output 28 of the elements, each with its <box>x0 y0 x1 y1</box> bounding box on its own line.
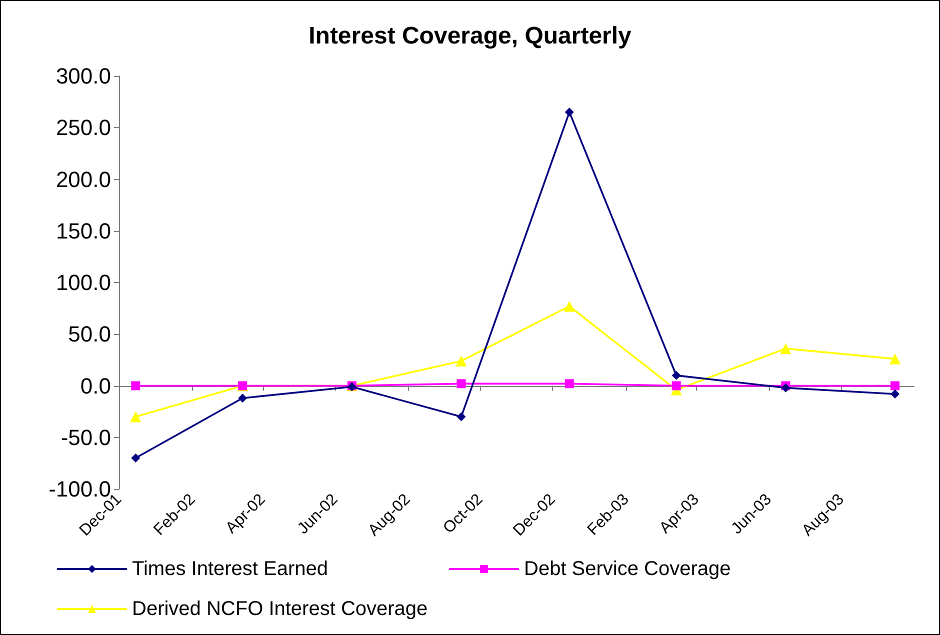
y-tick-label: 250.0 <box>56 115 111 140</box>
point <box>456 355 467 366</box>
y-tick-label: 50.0 <box>68 322 111 347</box>
point <box>564 108 574 117</box>
point <box>456 379 466 388</box>
point <box>238 394 248 403</box>
point <box>131 454 140 463</box>
legend-label: Debt Service Coverage <box>524 558 731 580</box>
y-tick-label: 150.0 <box>56 218 111 244</box>
point <box>672 370 681 380</box>
point <box>131 381 140 390</box>
point <box>564 300 575 312</box>
point <box>890 390 900 399</box>
point <box>672 381 681 390</box>
y-tick-label: 0.0 <box>80 373 111 398</box>
point <box>564 379 574 388</box>
point <box>780 343 792 354</box>
chart-title: Interest Coverage, Quarterly <box>308 22 632 50</box>
y-tick-label: -50.0 <box>60 424 111 450</box>
point <box>890 381 900 390</box>
point <box>130 411 142 422</box>
point <box>456 412 466 422</box>
y-tick-label: 200.0 <box>56 166 111 192</box>
legend-label: Derived NCFO Interest Coverage <box>132 598 428 620</box>
y-tick-label: 300.0 <box>56 64 111 88</box>
point <box>889 353 900 364</box>
y-tick-label: 100.0 <box>56 270 111 295</box>
legend-label: Times Interest Earned <box>132 558 328 580</box>
